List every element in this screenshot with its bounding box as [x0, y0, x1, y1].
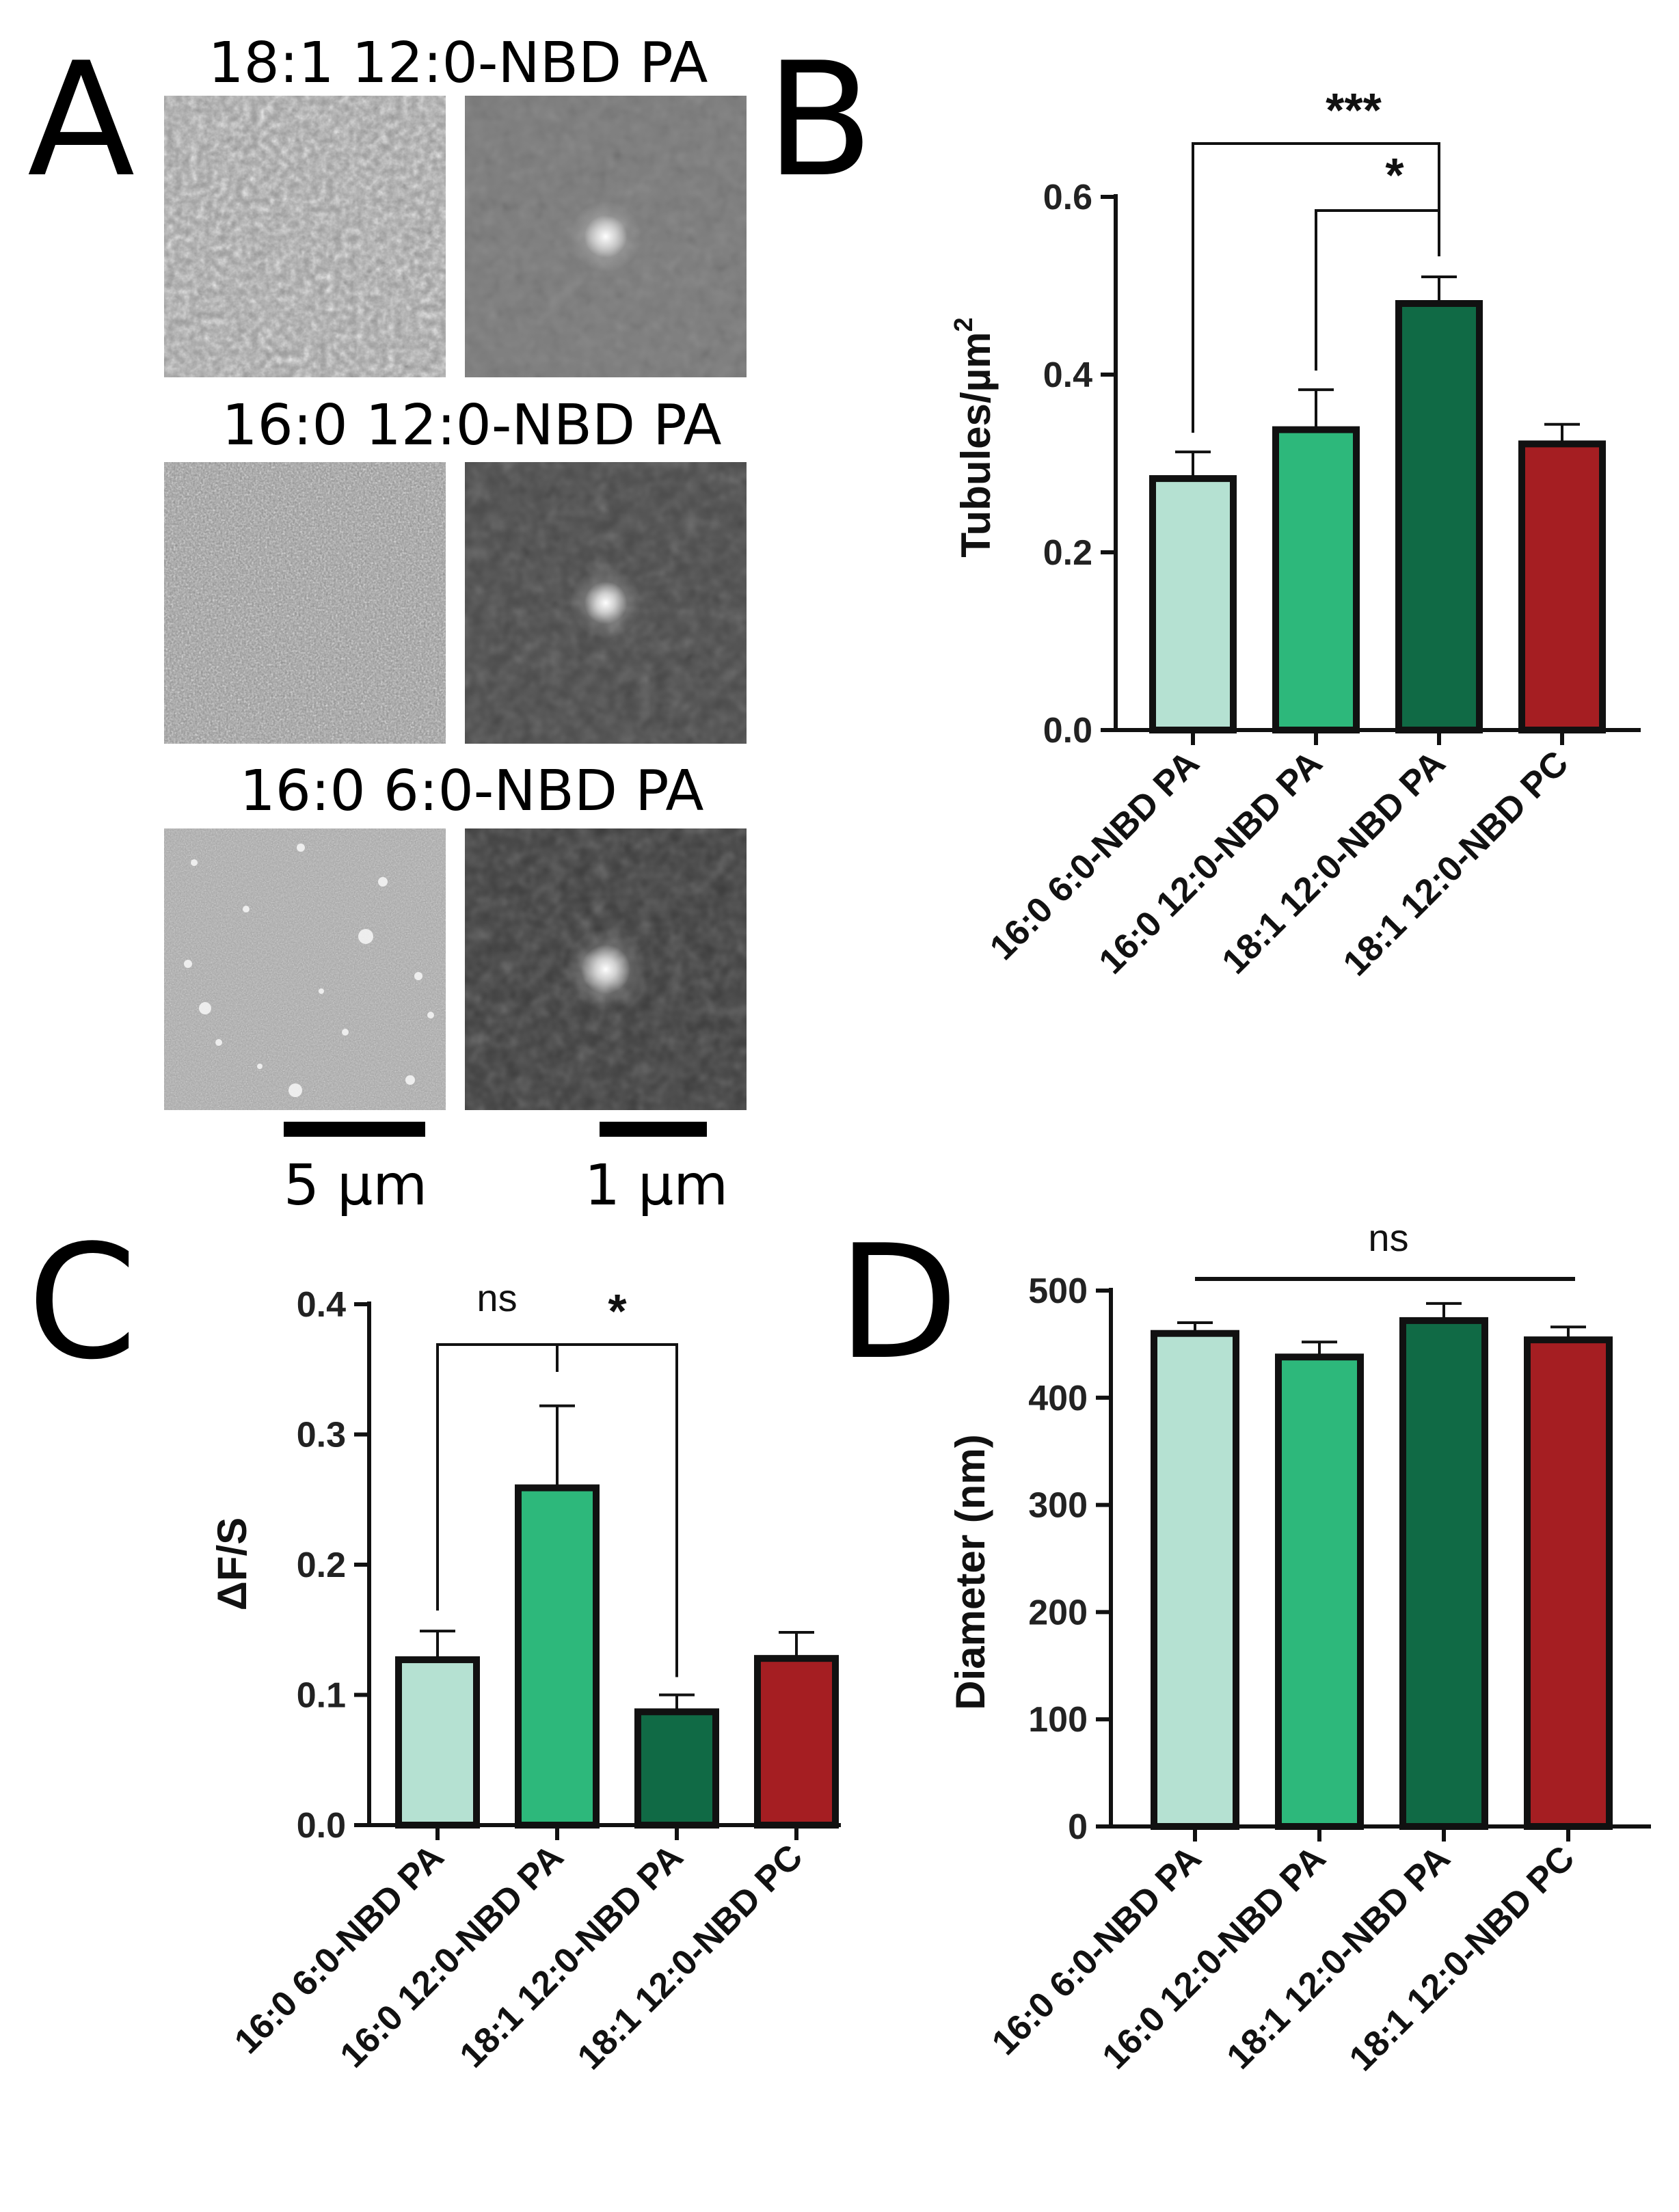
scale-bar-1um [600, 1122, 707, 1137]
micrograph-16-0-6-0-zoom [465, 828, 747, 1110]
panel-c: C ΔF/S 0.0 0.1 0.2 0.3 0.4 16:0 6:0-NBD PA16:… [27, 1212, 841, 2077]
category-label: 16:0 6:0-NBD PA [227, 1837, 451, 2061]
significance-label: *** [1326, 83, 1382, 137]
category-label: 18:1 12:0-NBD PA [453, 1837, 691, 2075]
significance-bracket [1315, 209, 1440, 371]
micrograph-16-0-12-0-zoom [465, 462, 747, 744]
micrograph-16-0-6-0-wide [164, 828, 446, 1110]
significance-bracket [1192, 142, 1440, 433]
y-tick-label: 0.3 [297, 1416, 346, 1455]
y-axis-title-d: Diameter (nm) [948, 1434, 993, 1710]
panel-letter-d: D [837, 1212, 958, 1394]
panel-a: A 18:1 12:0-NBD PA 16:0 12:0-NBD PA 16:0… [27, 29, 747, 1218]
image-row-title-1: 18:1 12:0-NBD PA [208, 31, 708, 96]
y-tick-label: 0.1 [297, 1676, 346, 1716]
y-tick-label: 500 [1028, 1271, 1088, 1311]
micrograph-18-1-12-0-zoom [465, 96, 747, 377]
panel-letter-a: A [27, 29, 135, 212]
bar-1 [1151, 1330, 1239, 1830]
category-label: 18:1 12:0-NBD PC [1336, 743, 1576, 984]
significance-label-ns: ns [476, 1276, 517, 1319]
category-label: 16:0 12:0-NBD PA [333, 1837, 572, 2075]
bar-3 [1399, 1317, 1488, 1831]
bar-4 [1524, 1336, 1613, 1831]
y-tick-label: 100 [1028, 1700, 1088, 1740]
bar-4 [754, 1655, 839, 1829]
significance-label: * [1385, 148, 1404, 202]
y-tick-label: 0.4 [297, 1285, 346, 1325]
y-tick-label: 0.4 [1043, 355, 1092, 395]
y-tick-label: 0.6 [1043, 178, 1092, 217]
bar-4 [1518, 440, 1606, 734]
bar-2 [1272, 426, 1360, 733]
category-label: 18:1 12:0-NBD PC [1342, 1838, 1583, 2079]
micrograph-16-0-12-0-wide [164, 462, 446, 744]
y-tick-label: 400 [1028, 1379, 1088, 1418]
significance-label-ns: ns [1368, 1216, 1408, 1259]
image-row-title-2: 16:0 12:0-NBD PA [221, 393, 721, 458]
bar-3 [1395, 300, 1483, 733]
bar-1 [395, 1656, 480, 1829]
y-tick-label: 0.0 [1043, 711, 1092, 751]
category-label: 16:0 12:0-NBD PA [1095, 1838, 1334, 2077]
y-tick-label: 0 [1068, 1807, 1088, 1847]
y-tick-label: 0.2 [1043, 533, 1092, 573]
y-tick-label: 0.0 [297, 1806, 346, 1846]
bar-1 [1149, 475, 1237, 733]
significance-label-star: * [608, 1284, 627, 1338]
panel-d: D Diameter (nm) 0 100 200 300 400 500 16:0 6:0… [837, 1212, 1651, 2079]
y-axis-title-b: Tubules/µm2 [950, 317, 999, 557]
bar-3 [634, 1708, 719, 1829]
panel-letter-b: B [766, 29, 874, 212]
y-tick-label: 300 [1028, 1486, 1088, 1526]
image-row-title-3: 16:0 6:0-NBD PA [240, 759, 704, 824]
panel-b: B Tubules/µm2 0.0 0.2 0.4 0.6 16:0 6:0-NBD P… [766, 29, 1641, 984]
bar-2 [515, 1484, 600, 1829]
scale-bar-5um [284, 1122, 425, 1137]
category-label: 16:0 6:0-NBD PA [982, 743, 1207, 967]
category-label: 16:0 6:0-NBD PA [984, 1838, 1209, 2062]
category-label: 18:1 12:0-NBD PA [1215, 743, 1453, 982]
bar-2 [1275, 1353, 1364, 1830]
scale-label-5um: 5 µm [284, 1153, 427, 1218]
panel-letter-c: C [27, 1212, 137, 1394]
y-tick-label: 200 [1028, 1593, 1088, 1632]
scale-label-1um: 1 µm [585, 1153, 728, 1218]
y-tick-label: 0.2 [297, 1546, 346, 1585]
micrograph-18-1-12-0-wide [164, 96, 446, 377]
category-label: 18:1 12:0-NBD PA [1220, 1838, 1458, 2077]
category-label: 16:0 12:0-NBD PA [1092, 743, 1330, 982]
category-label: 18:1 12:0-NBD PC [570, 1837, 811, 2077]
y-axis-title-c: ΔF/S [209, 1518, 255, 1610]
